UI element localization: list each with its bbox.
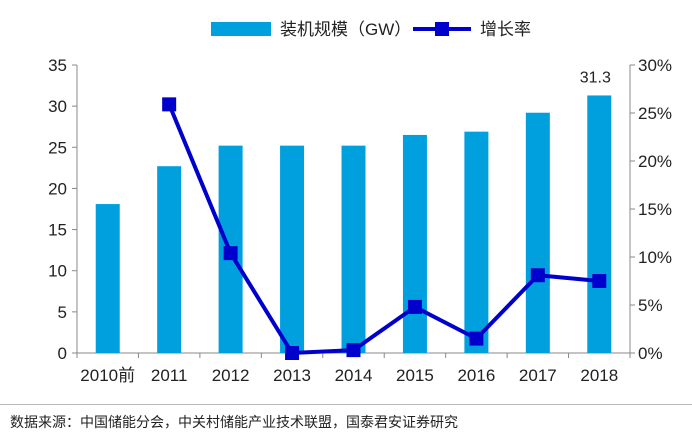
bar-2017 <box>525 112 550 354</box>
bar-2018 <box>587 95 612 354</box>
growth-line <box>167 103 600 356</box>
growth-point-2012 <box>223 246 238 261</box>
right-tick-label: 20% <box>638 152 672 171</box>
bar-2014 <box>341 145 366 353</box>
x-tick-label: 2013 <box>273 366 311 385</box>
bar-2016 <box>464 131 489 353</box>
right-tick-label: 5% <box>638 296 663 315</box>
left-tick-label: 5 <box>58 303 67 322</box>
left-tick-label: 25 <box>48 138 67 157</box>
x-tick-label: 2015 <box>396 366 434 385</box>
right-tick-label: 25% <box>638 104 672 123</box>
legend-bar-swatch <box>211 22 271 36</box>
x-tick-label: 2017 <box>519 366 557 385</box>
growth-point-2011 <box>162 97 177 112</box>
divider <box>0 404 692 405</box>
legend-line-label: 增长率 <box>480 20 531 39</box>
left-tick-label: 35 <box>48 56 67 75</box>
bar-2015 <box>402 134 427 353</box>
data-label: 31.3 <box>580 69 611 86</box>
legend-bar-label: 装机规模（GW） <box>280 20 411 39</box>
bar-2010前 <box>95 204 120 353</box>
right-tick-label: 30% <box>638 56 672 75</box>
right-tick-label: 15% <box>638 200 672 219</box>
chart-svg: 0 5 10 15 20 25 30 35 0% 5% 10% 15% 20% 25% 30% 2010前 20… <box>48 20 672 385</box>
left-tick-label: 0 <box>58 344 67 363</box>
x-tick-label: 2011 <box>151 366 188 385</box>
left-tick-label: 10 <box>48 262 67 281</box>
growth-point-2013 <box>285 346 300 360</box>
x-tick-label: 2018 <box>580 366 618 385</box>
bar-2013 <box>280 145 305 353</box>
growth-point-2018 <box>592 274 607 288</box>
growth-point-2017 <box>530 268 545 283</box>
right-tick-label: 0% <box>638 344 663 363</box>
growth-point-2014 <box>346 343 361 358</box>
x-tick-label: 2014 <box>335 366 373 385</box>
x-tick-label: 2010前 <box>80 366 135 385</box>
right-tick-label: 10% <box>638 248 672 267</box>
x-tick-label: 2016 <box>457 366 495 385</box>
left-tick-label: 20 <box>48 179 67 198</box>
legend-line-marker <box>435 22 449 36</box>
growth-point-2016 <box>469 331 484 346</box>
left-tick-label: 15 <box>48 221 67 240</box>
source-note: 数据来源：中国储能分会，中关村储能产业技术联盟，国泰君安证券研究 <box>10 415 458 431</box>
x-tick-label: 2012 <box>212 366 250 385</box>
bar-2011 <box>157 166 182 353</box>
growth-point-2015 <box>407 299 422 314</box>
left-tick-label: 30 <box>48 97 67 116</box>
